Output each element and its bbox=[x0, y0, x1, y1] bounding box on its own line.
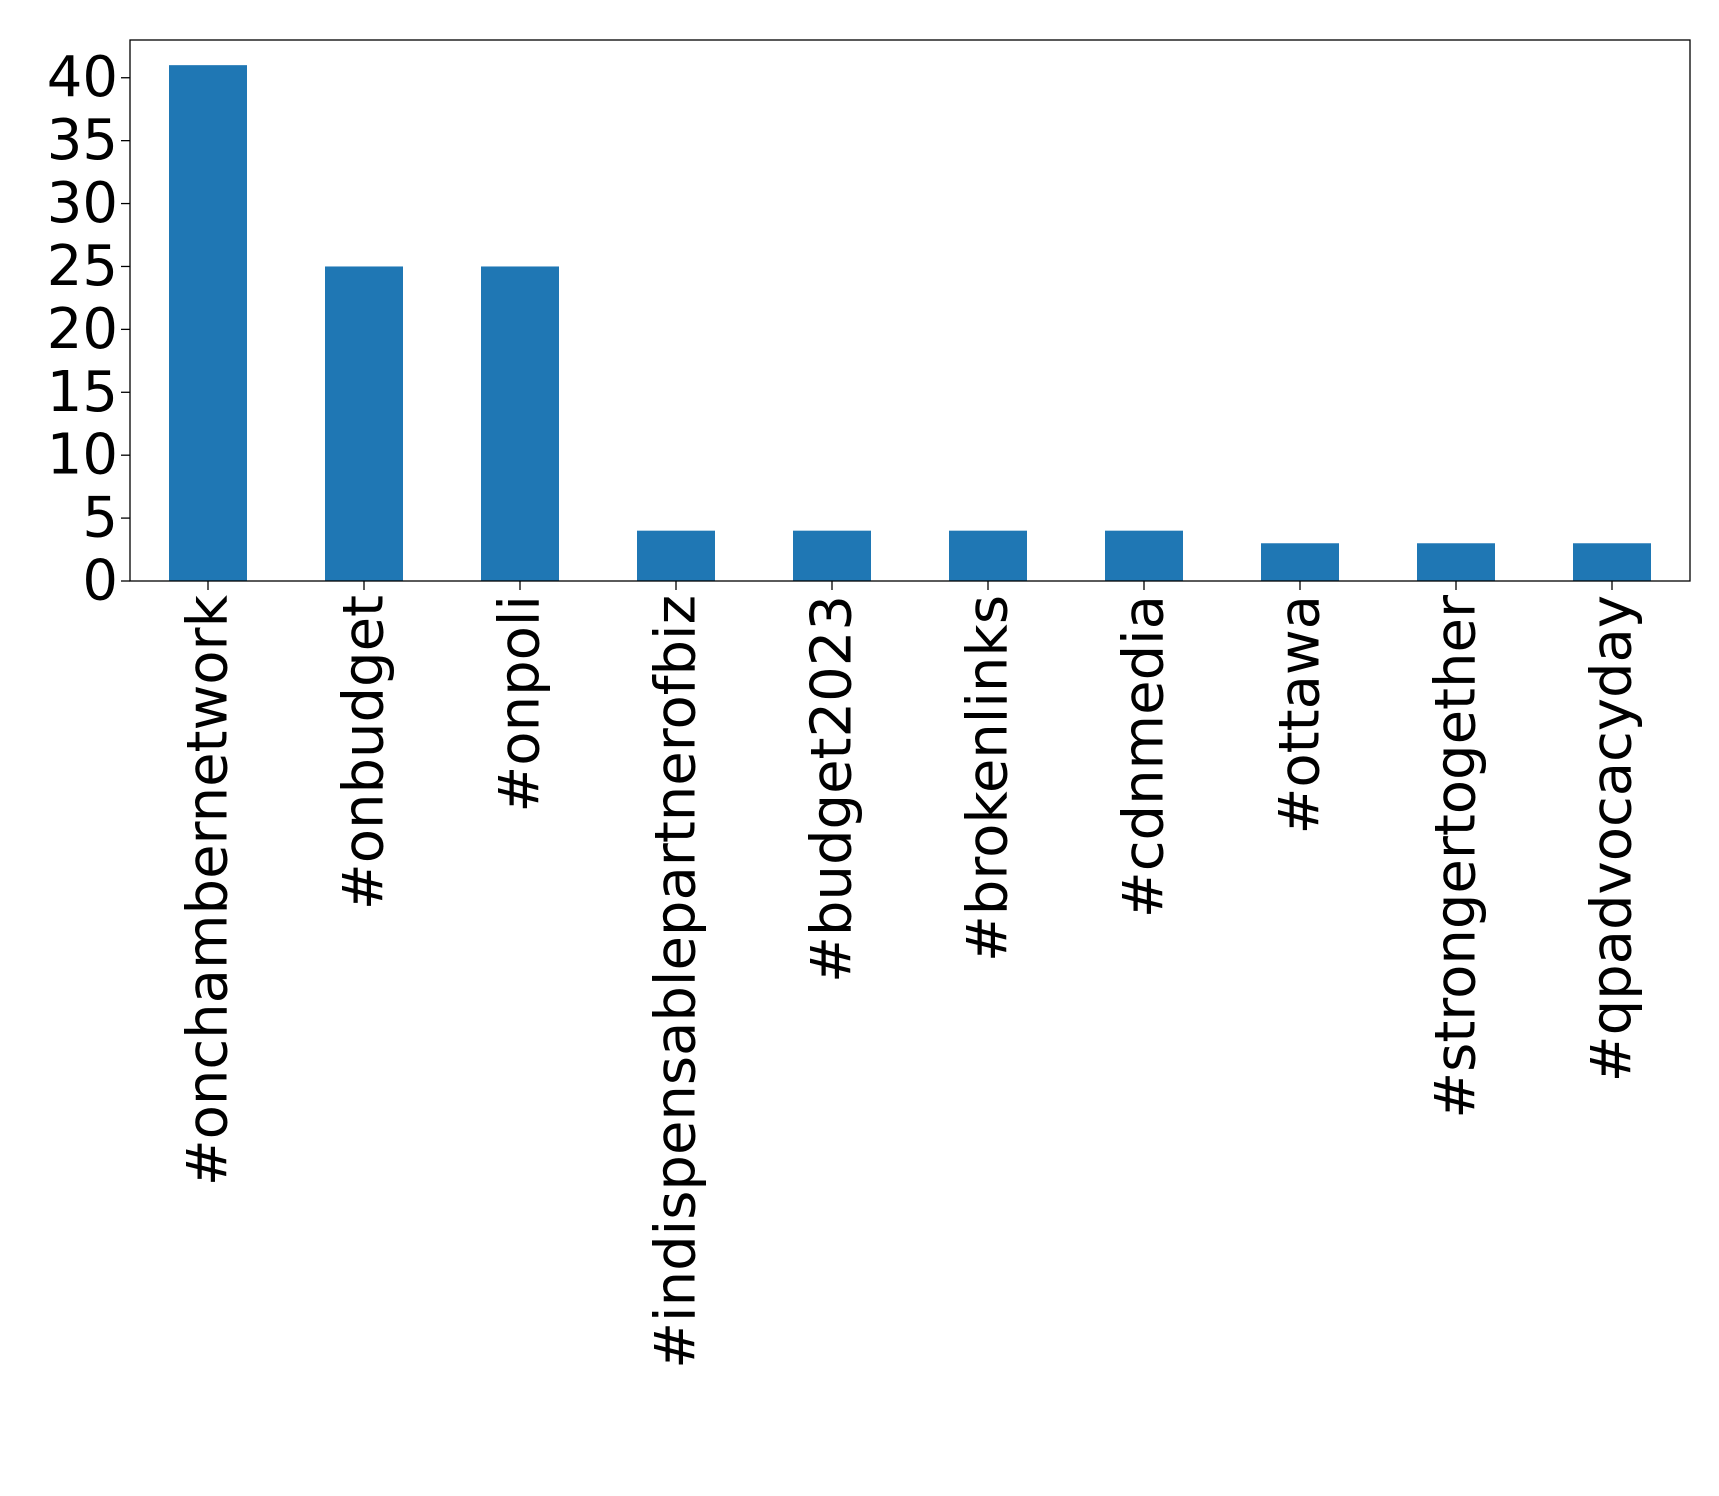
bar-brokenlinks bbox=[949, 530, 1027, 581]
y-tick-label: 40 bbox=[47, 45, 118, 110]
bar-cdnmedia bbox=[1105, 530, 1183, 581]
x-tick-label: #brokenlinks bbox=[956, 595, 1021, 962]
x-tick-label: #cdnmedia bbox=[1112, 595, 1177, 918]
y-tick-label: 10 bbox=[47, 423, 118, 488]
x-axis: #onchambernetwork #onbudget #onpoli #indisp… bbox=[176, 581, 1645, 1369]
y-tick-label: 15 bbox=[47, 360, 118, 425]
bar-onchambernetwork bbox=[169, 65, 247, 581]
bar-indispensablepartnerofbiz bbox=[637, 530, 715, 581]
x-tick-label: #indispensablepartnerofbiz bbox=[644, 595, 709, 1369]
x-tick-label: #qpadvocacyday bbox=[1580, 595, 1645, 1082]
y-tick-label: 20 bbox=[47, 297, 118, 362]
bar-strongertogether bbox=[1417, 543, 1495, 581]
x-tick-label: #onpoli bbox=[488, 595, 553, 813]
x-tick-label: #ottawa bbox=[1268, 595, 1333, 835]
bar-onpoli bbox=[481, 266, 559, 581]
bar-qpadvocacyday bbox=[1573, 543, 1651, 581]
x-tick-label: #onchambernetwork bbox=[176, 594, 241, 1186]
y-tick-label: 0 bbox=[82, 549, 118, 614]
bars-layer bbox=[169, 65, 1651, 581]
x-tick-label: #budget2023 bbox=[800, 595, 865, 983]
y-tick-label: 5 bbox=[82, 486, 118, 551]
y-tick-label: 35 bbox=[47, 108, 118, 173]
y-tick-label: 25 bbox=[47, 234, 118, 299]
y-tick-label: 30 bbox=[47, 171, 118, 236]
bar-ottawa bbox=[1261, 543, 1339, 581]
x-tick-label: #strongertogether bbox=[1424, 594, 1489, 1119]
bar-budget2023 bbox=[793, 530, 871, 581]
bar-onbudget bbox=[325, 266, 403, 581]
plot-frame bbox=[129, 39, 1691, 582]
x-tick-label: #onbudget bbox=[332, 595, 397, 910]
